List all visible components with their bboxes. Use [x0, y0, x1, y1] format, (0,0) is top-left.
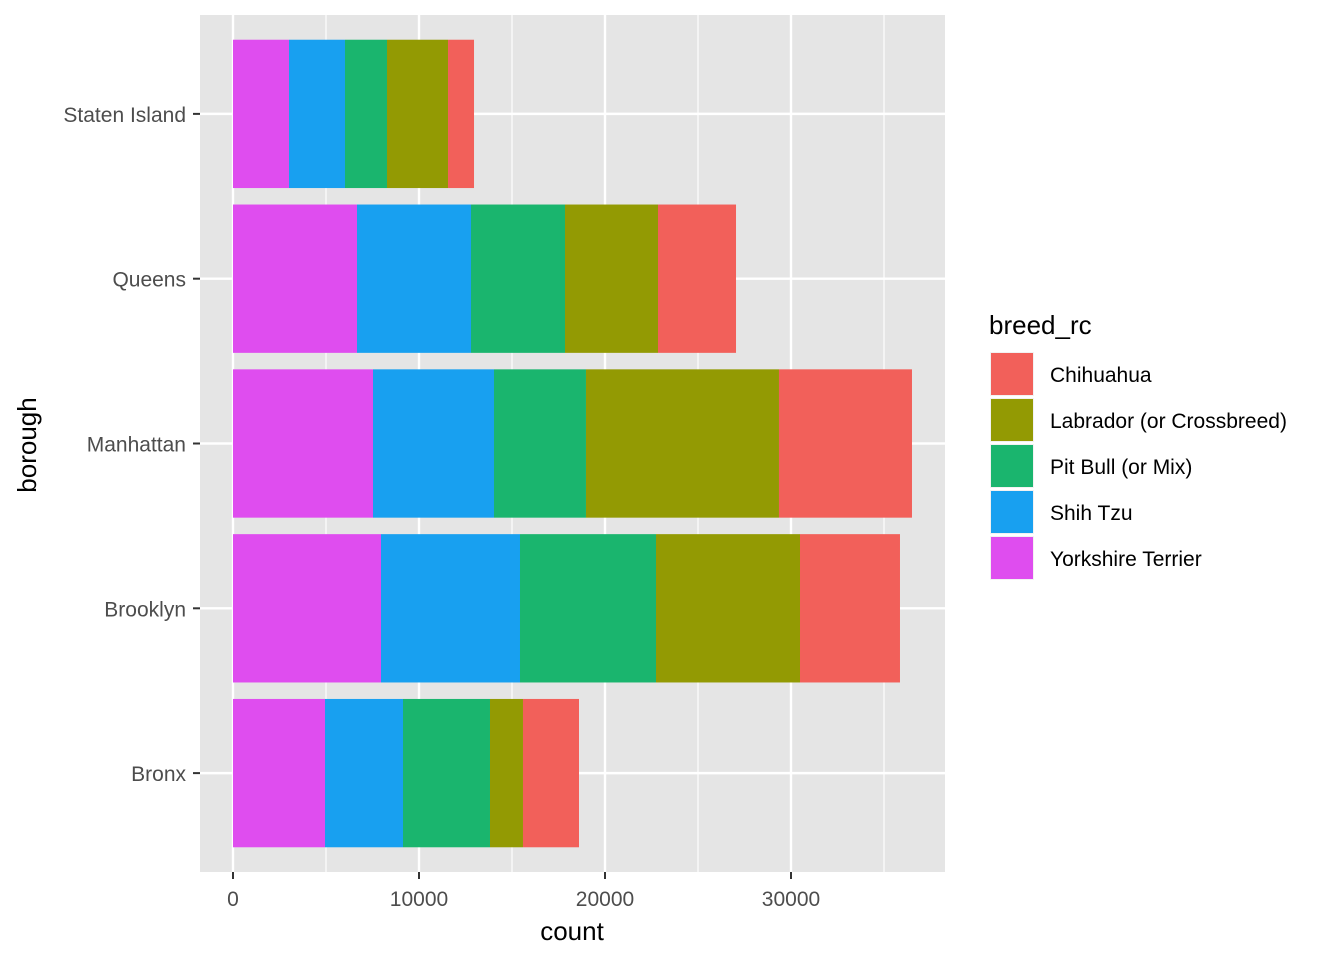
- bar-segment: [658, 204, 737, 353]
- bar-segment: [372, 369, 494, 518]
- bar-segment: [324, 698, 403, 848]
- bar-segment: [289, 39, 346, 189]
- legend-swatch: [991, 445, 1033, 487]
- bar-segment: [232, 204, 358, 353]
- bar-segment: [387, 39, 449, 189]
- bar-segment: [655, 534, 800, 683]
- bar-segment: [519, 534, 656, 683]
- bar-segment: [799, 534, 900, 683]
- bar-segment: [565, 204, 659, 353]
- bar-segment: [402, 698, 490, 848]
- y-tick-label: Staten Island: [63, 104, 186, 127]
- bar-segment: [471, 204, 566, 353]
- x-tick-label: 0: [227, 888, 239, 911]
- bar-segment: [232, 39, 290, 189]
- bar-segment: [380, 534, 520, 683]
- y-tick-label: Bronx: [131, 763, 186, 786]
- y-tick-label: Brooklyn: [104, 598, 186, 621]
- bar-segment: [448, 39, 475, 189]
- legend-title: breed_rc: [989, 310, 1092, 340]
- x-axis-title: count: [540, 916, 604, 946]
- bar-segment: [778, 369, 912, 518]
- bar-segment: [489, 698, 523, 848]
- legend-label: Yorkshire Terrier: [1050, 548, 1202, 571]
- bar-segment: [585, 369, 779, 518]
- bar-segment: [232, 369, 373, 518]
- bar-segment: [522, 698, 579, 848]
- legend-swatch: [991, 537, 1033, 579]
- legend-label: Labrador (or Crossbreed): [1050, 410, 1287, 433]
- x-tick-label: 20000: [576, 888, 634, 911]
- x-tick-label: 30000: [762, 888, 820, 911]
- bar-segment: [232, 698, 325, 848]
- legend-label: Pit Bull (or Mix): [1050, 456, 1192, 479]
- bar-segment: [357, 204, 472, 353]
- x-tick-label: 10000: [390, 888, 448, 911]
- y-tick-label: Manhattan: [87, 434, 186, 457]
- bar-segment: [232, 534, 381, 683]
- y-axis-title: borough: [12, 397, 42, 492]
- legend-label: Shih Tzu: [1050, 502, 1133, 525]
- legend-swatch: [991, 491, 1033, 533]
- y-tick-label: Queens: [112, 269, 186, 292]
- legend-label: Chihuahua: [1050, 364, 1152, 387]
- bar-segment: [345, 39, 388, 189]
- legend-swatch: [991, 399, 1033, 441]
- legend-swatch: [991, 353, 1033, 395]
- bar-segment: [493, 369, 586, 518]
